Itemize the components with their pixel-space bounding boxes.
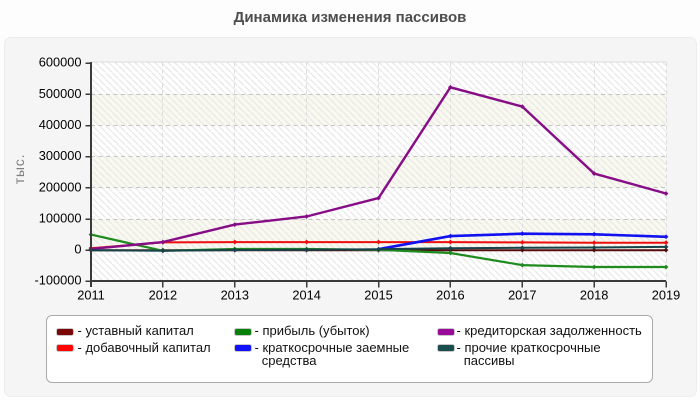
svg-text:2015: 2015 bbox=[364, 287, 392, 302]
svg-text:0: 0 bbox=[74, 242, 81, 257]
svg-text:тыс.: тыс. bbox=[11, 154, 27, 185]
svg-text:100000: 100000 bbox=[39, 210, 82, 225]
svg-text:2018: 2018 bbox=[580, 287, 608, 302]
svg-text:-100000: -100000 bbox=[35, 273, 82, 288]
svg-text:200000: 200000 bbox=[39, 179, 82, 194]
svg-text:2016: 2016 bbox=[436, 287, 464, 302]
svg-text:2013: 2013 bbox=[221, 287, 249, 302]
svg-text:500000: 500000 bbox=[39, 86, 82, 101]
svg-text:2017: 2017 bbox=[508, 287, 536, 302]
svg-text:2014: 2014 bbox=[292, 287, 320, 302]
svg-text:300000: 300000 bbox=[39, 148, 82, 163]
svg-text:400000: 400000 bbox=[39, 117, 82, 132]
svg-text:2011: 2011 bbox=[77, 287, 105, 302]
svg-text:2012: 2012 bbox=[149, 287, 177, 302]
svg-text:2019: 2019 bbox=[652, 287, 680, 302]
svg-text:600000: 600000 bbox=[39, 55, 82, 70]
